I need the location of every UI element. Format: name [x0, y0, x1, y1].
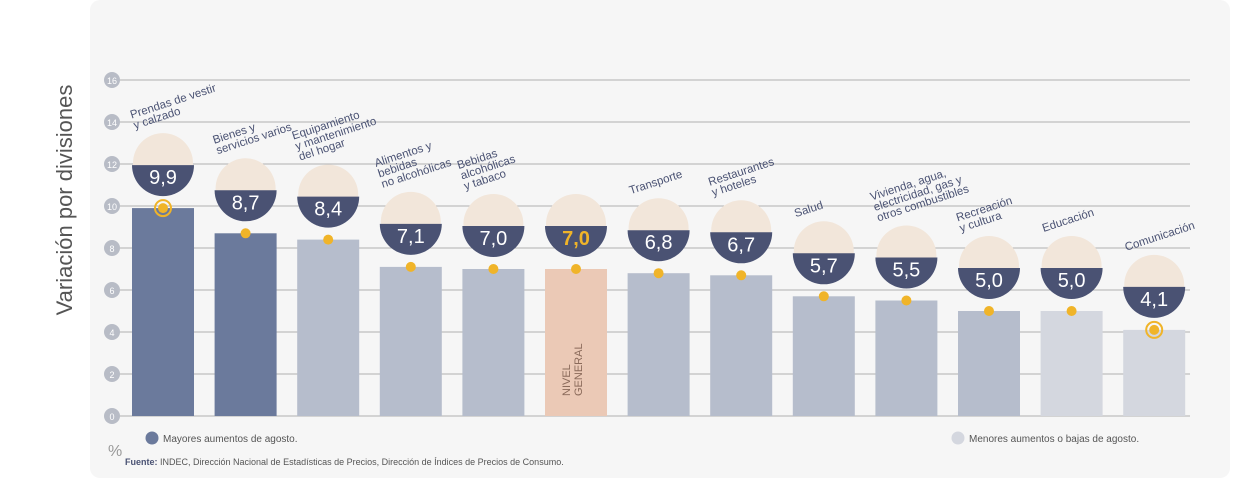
bar — [627, 273, 690, 416]
y-tick-label: 4 — [109, 328, 114, 338]
y-tick-label: 10 — [107, 202, 117, 212]
dot — [158, 203, 168, 214]
value-badge — [379, 223, 442, 255]
bar — [710, 275, 773, 416]
y-tick-badge — [104, 198, 120, 214]
value-badge — [214, 190, 277, 222]
dot — [571, 264, 581, 274]
value-label: 8,4 — [314, 199, 342, 221]
legend-label: Mayores aumentos de agosto. — [163, 434, 298, 445]
value-badge — [1123, 286, 1186, 318]
value-label: 7,0 — [562, 228, 590, 250]
y-tick-badge — [104, 240, 120, 256]
dot — [488, 264, 499, 274]
y-tick-badge — [104, 114, 120, 130]
dot-ring — [1145, 320, 1164, 339]
y-unit: % — [108, 443, 122, 460]
dot — [736, 270, 747, 281]
value-label: 8,7 — [232, 192, 260, 214]
legend-label: Menores aumentos o bajas de agosto. — [969, 434, 1139, 445]
y-tick-label: 16 — [107, 76, 117, 86]
value-badge — [627, 230, 690, 262]
dot-ring — [154, 199, 172, 218]
y-tick-label: 0 — [109, 412, 114, 422]
value-badge — [462, 226, 525, 258]
bar — [214, 233, 277, 416]
bar — [1123, 329, 1186, 416]
y-axis-label: Variación por divisiones — [52, 85, 77, 316]
bar — [297, 239, 360, 416]
y-tick-label: 12 — [107, 160, 117, 170]
bar — [792, 296, 855, 416]
value-badge — [132, 165, 194, 197]
value-badge — [1040, 268, 1103, 299]
y-tick-label: 6 — [109, 286, 114, 296]
dot — [901, 295, 912, 306]
value-label: 5,0 — [975, 270, 1003, 292]
value-badge — [297, 196, 360, 228]
bar — [132, 208, 194, 416]
dot — [1149, 324, 1160, 335]
dot — [1066, 306, 1077, 316]
value-label: 9,9 — [149, 167, 177, 189]
y-tick-label: 8 — [109, 244, 114, 254]
dot — [323, 234, 334, 245]
dot — [818, 291, 829, 302]
value-label: 5,7 — [810, 255, 838, 277]
legend-swatch — [145, 431, 159, 445]
y-tick-badge — [104, 156, 120, 172]
y-tick-badge — [104, 324, 120, 340]
value-badge — [710, 232, 773, 264]
value-badge — [958, 268, 1020, 299]
value-label: 6,8 — [645, 232, 673, 254]
y-tick-badge — [104, 408, 120, 424]
bar — [545, 269, 607, 416]
value-label: 4,1 — [1140, 289, 1168, 311]
dot — [240, 228, 251, 239]
value-label: 5,0 — [1058, 270, 1086, 292]
bar-annotation-line: NIVEL — [561, 364, 573, 396]
bar — [958, 311, 1020, 416]
y-tick-label: 2 — [109, 370, 114, 380]
value-label: 6,7 — [727, 234, 755, 256]
bar — [379, 266, 442, 416]
bar — [462, 269, 525, 416]
value-badge — [545, 226, 607, 257]
value-label: 5,5 — [892, 260, 920, 282]
value-label: 7,1 — [397, 226, 425, 248]
bar — [1040, 311, 1103, 416]
source: Fuente: INDEC, Dirección Nacional de Est… — [125, 457, 564, 467]
y-tick-badge — [104, 366, 120, 382]
dot — [653, 268, 664, 279]
source-label: Fuente: — [125, 457, 158, 467]
y-tick-badge — [104, 72, 120, 88]
value-badge — [792, 253, 855, 285]
y-tick-badge — [104, 282, 120, 298]
y-tick-label: 14 — [107, 118, 117, 128]
bar — [875, 300, 938, 416]
dot — [984, 306, 994, 316]
legend-swatch — [951, 431, 965, 445]
dot — [405, 261, 416, 272]
value-badge — [875, 257, 938, 289]
source-text: INDEC, Dirección Nacional de Estadística… — [160, 457, 564, 467]
bar-annotation-line: GENERAL — [573, 343, 585, 396]
value-label: 7,0 — [479, 228, 507, 250]
bar-annotation: NIVELGENERAL — [561, 343, 585, 396]
